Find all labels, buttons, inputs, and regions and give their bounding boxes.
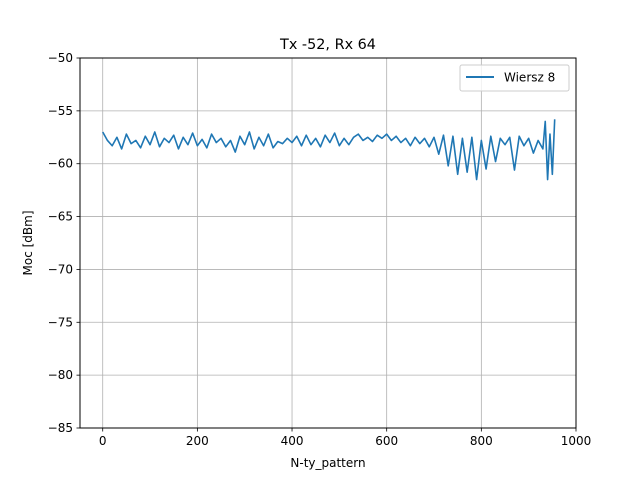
y-tick-label: −85 (48, 421, 73, 435)
y-tick-label: −50 (48, 51, 73, 65)
y-tick-label: −75 (48, 315, 73, 329)
y-tick-label: −65 (48, 210, 73, 224)
ticks: 0 200 400 600 800 1000 −85 −80 −75 −70 −65 −60 −55 −5… (48, 51, 592, 448)
y-tick-label: −55 (48, 104, 73, 118)
x-tick-label: 600 (375, 434, 398, 448)
x-tick-label: 1000 (561, 434, 592, 448)
y-tick-label: −70 (48, 262, 73, 276)
x-tick-label: 200 (186, 434, 209, 448)
x-tick-label: 0 (99, 434, 107, 448)
y-tick-label: −60 (48, 157, 73, 171)
series-layer (102, 119, 556, 181)
y-axis-label: Moc [dBm] (21, 210, 35, 275)
legend-box (459, 64, 570, 92)
series-line-0 (102, 119, 556, 181)
x-axis-label: N-ty_pattern (290, 456, 365, 470)
y-tick-label: −80 (48, 368, 73, 382)
chart-title: Tx -52, Rx 64 (279, 37, 376, 53)
legend-entry-label: Wiersz 8 (504, 71, 555, 85)
legend: Wiersz 8 (459, 64, 570, 92)
x-tick-label: 800 (470, 434, 493, 448)
plot-frame (79, 57, 577, 429)
x-tick-label: 400 (281, 434, 304, 448)
